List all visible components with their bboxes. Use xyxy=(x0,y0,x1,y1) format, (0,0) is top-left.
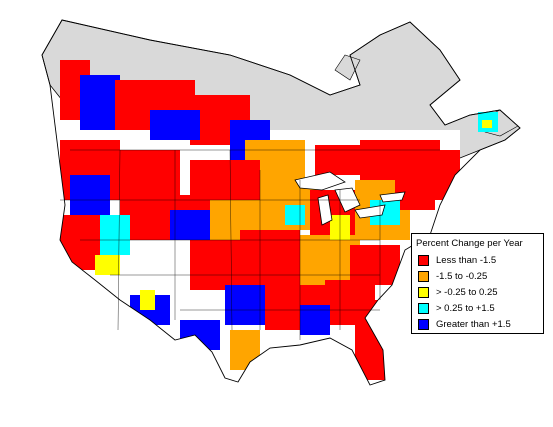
state-borders xyxy=(60,149,440,340)
legend-item-minus-1-5-to-minus-0-25: -1.5 to -0.25 xyxy=(418,270,487,282)
legend-label: > -0.25 to 0.25 xyxy=(436,286,498,298)
swatch-orange xyxy=(418,270,429,282)
swatch-cyan xyxy=(418,302,429,314)
legend-item-less-than-minus-1-5: Less than -1.5 xyxy=(418,254,496,266)
legend-item-0-25-to-1-5: > 0.25 to +1.5 xyxy=(418,302,495,314)
legend-label: Greater than +1.5 xyxy=(436,318,511,330)
swatch-blue xyxy=(418,318,429,330)
legend-item-greater-than-1-5: Greater than +1.5 xyxy=(418,318,511,330)
legend-label: Less than -1.5 xyxy=(436,254,497,266)
legend-item-minus-0-25-to-0-25: > -0.25 to 0.25 xyxy=(418,286,498,298)
legend-title: Percent Change per Year xyxy=(416,238,523,249)
legend-label: -1.5 to -0.25 xyxy=(436,270,488,282)
legend-label: > 0.25 to +1.5 xyxy=(436,302,495,314)
swatch-yellow xyxy=(418,286,429,298)
swatch-red xyxy=(418,254,429,266)
country-outline xyxy=(41,19,521,386)
quebec-patch xyxy=(478,112,498,132)
legend: Percent Change per Year Less than -1.5 -… xyxy=(411,233,544,334)
